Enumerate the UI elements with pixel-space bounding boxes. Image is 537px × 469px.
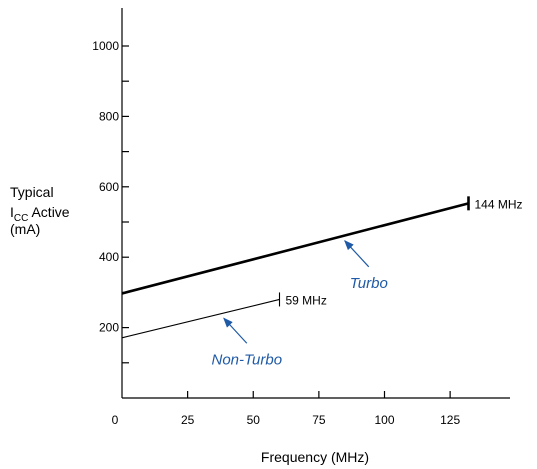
y-tick-label: 1000 bbox=[92, 39, 119, 53]
series-end-label-turbo: 144 MHz bbox=[475, 197, 523, 211]
series-line-non-turbo bbox=[121, 298, 280, 339]
y-title-main: I bbox=[10, 204, 14, 220]
series-end-label-non-turbo: 59 MHz bbox=[286, 293, 327, 307]
y-tick-label: 800 bbox=[99, 109, 119, 123]
y-tick-label: 200 bbox=[99, 321, 119, 335]
y-title-line1: Typical bbox=[10, 184, 54, 200]
x-tick-label: 50 bbox=[247, 413, 261, 427]
series-label-non-turbo: Non-Turbo bbox=[212, 351, 283, 368]
x-tick-label: 0 bbox=[112, 413, 119, 427]
callout-arrow-non-turbo bbox=[223, 317, 248, 344]
x-ticks: 0 25 50 75 100 125 bbox=[112, 391, 460, 427]
x-tick-label: 100 bbox=[374, 413, 394, 427]
x-tick-label: 25 bbox=[181, 413, 195, 427]
series-group: 144 MHz Turbo 59 MHz Non-Turbo bbox=[121, 196, 523, 368]
callout-arrow-turbo bbox=[344, 240, 370, 268]
series-line-turbo bbox=[121, 202, 469, 295]
y-title-line3: (mA) bbox=[10, 221, 40, 237]
y-tick-label: 400 bbox=[99, 250, 119, 264]
y-title-rest: Active bbox=[28, 204, 69, 220]
series-label-turbo: Turbo bbox=[350, 275, 388, 292]
x-tick-label: 125 bbox=[440, 413, 460, 427]
y-axis-title: Typical ICC Active (mA) bbox=[10, 184, 73, 237]
x-tick-label: 75 bbox=[312, 413, 326, 427]
x-axis-title: Frequency (MHz) bbox=[261, 449, 369, 465]
y-tick-label: 600 bbox=[99, 180, 119, 194]
y-ticks: 200 400 600 800 1000 bbox=[92, 39, 129, 364]
y-title-sub: CC bbox=[14, 213, 28, 224]
